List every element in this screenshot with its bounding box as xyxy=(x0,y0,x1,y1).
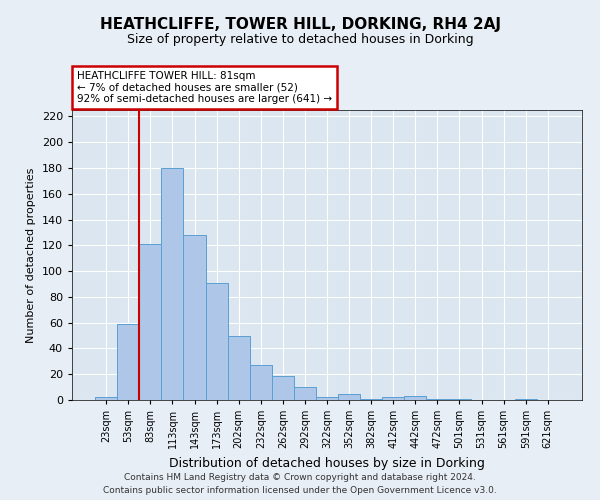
Bar xyxy=(184,235,206,400)
Bar xyxy=(272,376,294,400)
Bar xyxy=(161,168,184,400)
Bar xyxy=(427,398,448,400)
Bar xyxy=(250,365,272,400)
Bar xyxy=(515,398,537,400)
Bar xyxy=(382,398,404,400)
Bar xyxy=(117,324,139,400)
Text: Size of property relative to detached houses in Dorking: Size of property relative to detached ho… xyxy=(127,32,473,46)
Text: HEATHCLIFFE, TOWER HILL, DORKING, RH4 2AJ: HEATHCLIFFE, TOWER HILL, DORKING, RH4 2A… xyxy=(100,18,500,32)
X-axis label: Distribution of detached houses by size in Dorking: Distribution of detached houses by size … xyxy=(169,456,485,469)
Bar xyxy=(95,398,117,400)
Text: Contains public sector information licensed under the Open Government Licence v3: Contains public sector information licen… xyxy=(103,486,497,495)
Text: HEATHCLIFFE TOWER HILL: 81sqm
← 7% of detached houses are smaller (52)
92% of se: HEATHCLIFFE TOWER HILL: 81sqm ← 7% of de… xyxy=(77,71,332,104)
Text: Contains HM Land Registry data © Crown copyright and database right 2024.: Contains HM Land Registry data © Crown c… xyxy=(124,474,476,482)
Bar xyxy=(338,394,360,400)
Bar xyxy=(139,244,161,400)
Bar xyxy=(360,398,382,400)
Bar xyxy=(294,387,316,400)
Bar xyxy=(316,398,338,400)
Bar xyxy=(227,336,250,400)
Bar xyxy=(404,396,427,400)
Bar xyxy=(206,282,227,400)
Y-axis label: Number of detached properties: Number of detached properties xyxy=(26,168,36,342)
Bar xyxy=(448,398,470,400)
